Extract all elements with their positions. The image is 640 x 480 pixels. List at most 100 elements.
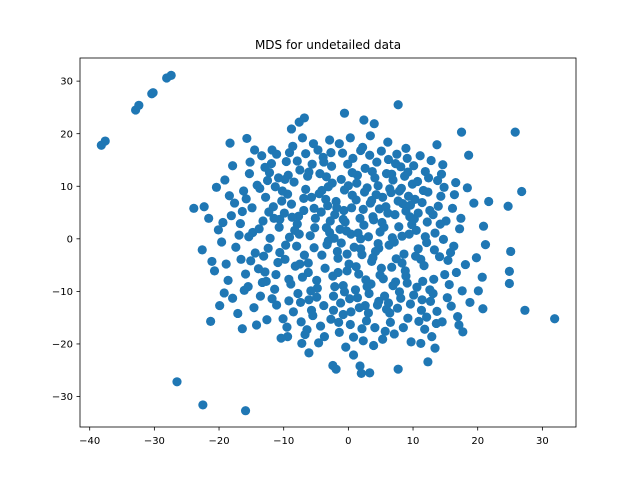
data-point (333, 253, 343, 263)
data-point (337, 148, 348, 158)
data-point (390, 210, 400, 220)
y-tick-label: 10 (60, 182, 73, 193)
data-point (166, 70, 176, 80)
data-point (356, 234, 366, 244)
data-point (148, 88, 158, 98)
data-point (430, 228, 440, 238)
data-point (100, 136, 110, 146)
data-point (326, 314, 336, 324)
data-point (388, 281, 398, 291)
data-point (442, 293, 452, 303)
data-point (239, 285, 249, 295)
data-point (315, 321, 326, 331)
data-point (383, 137, 393, 147)
x-tick-label: −20 (208, 436, 229, 447)
data-point (339, 205, 349, 216)
data-point (271, 149, 282, 159)
data-point (295, 259, 305, 269)
data-point (257, 151, 267, 161)
data-point (443, 255, 453, 265)
data-point (405, 212, 415, 222)
data-point (265, 233, 275, 243)
data-point (503, 201, 513, 211)
data-point (358, 204, 368, 214)
data-point (273, 257, 283, 268)
data-point (437, 317, 447, 327)
data-point (404, 229, 414, 239)
data-point (172, 377, 182, 387)
data-point (242, 133, 252, 144)
data-point (446, 301, 456, 311)
data-point (331, 364, 341, 374)
data-point (338, 214, 348, 224)
data-point (284, 148, 295, 158)
data-point (351, 262, 361, 272)
data-point (376, 146, 386, 156)
data-point (284, 232, 295, 242)
data-point (286, 199, 297, 209)
data-point (348, 350, 359, 360)
data-point (303, 267, 313, 278)
data-point (250, 145, 260, 155)
data-point (343, 181, 353, 191)
data-point (225, 138, 235, 148)
data-point (198, 400, 208, 410)
data-point (423, 173, 434, 183)
data-point (393, 100, 403, 110)
data-point (299, 205, 309, 216)
data-point (550, 314, 560, 324)
data-point (356, 368, 366, 378)
data-point (375, 270, 385, 280)
data-point (405, 200, 416, 210)
data-point (281, 156, 291, 167)
data-point (301, 184, 311, 195)
data-point (241, 194, 251, 204)
data-point (316, 207, 326, 217)
data-point (453, 312, 463, 322)
data-point (341, 342, 351, 352)
data-point (284, 274, 294, 284)
data-point (314, 189, 324, 199)
data-point (372, 157, 382, 167)
y-tick-label: 20 (60, 129, 73, 140)
data-point (323, 236, 333, 246)
data-point (244, 169, 255, 179)
data-point (292, 241, 302, 251)
data-point (411, 251, 421, 261)
data-point (417, 295, 427, 305)
y-axis: −30 −20 −10 0 10 20 30 (52, 77, 80, 403)
data-point (394, 186, 405, 196)
data-point (422, 312, 432, 322)
data-point (333, 267, 343, 278)
data-point (189, 203, 199, 213)
data-point (403, 191, 414, 201)
data-point (267, 294, 277, 304)
data-point (352, 293, 363, 303)
data-point (372, 300, 383, 310)
data-point (347, 203, 357, 213)
data-point (504, 278, 514, 289)
data-point (361, 316, 372, 326)
data-point (345, 294, 355, 304)
data-point (434, 252, 445, 262)
data-point (399, 249, 409, 259)
data-point (224, 191, 234, 201)
data-point (306, 286, 316, 296)
data-point (385, 317, 395, 327)
data-point (281, 240, 291, 250)
data-point (228, 161, 238, 171)
data-point (319, 157, 329, 167)
data-point (251, 320, 262, 330)
data-point (319, 300, 329, 311)
data-point (379, 222, 389, 232)
data-point (307, 159, 317, 169)
data-point (402, 153, 412, 163)
data-point (430, 343, 440, 353)
data-point (373, 181, 383, 191)
data-point (233, 308, 243, 319)
data-point (253, 264, 264, 274)
data-point (350, 285, 361, 295)
data-point (289, 177, 299, 187)
data-point (299, 193, 309, 203)
